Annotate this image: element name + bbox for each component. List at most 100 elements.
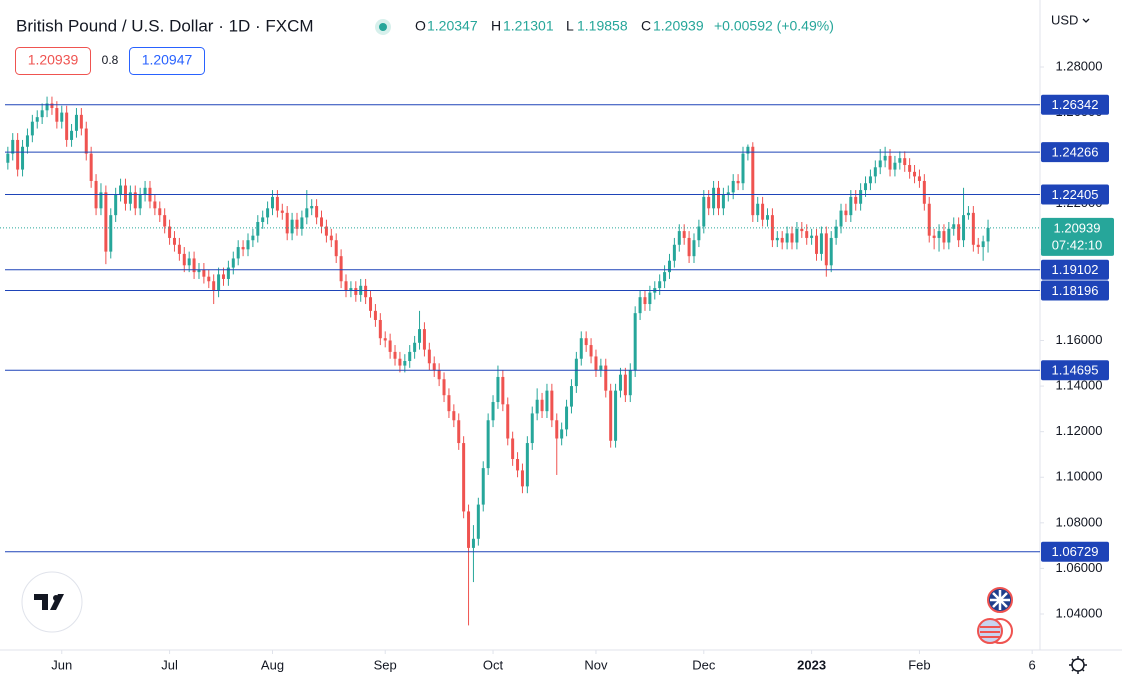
candle-body <box>192 258 196 273</box>
candle-body <box>761 203 765 220</box>
last-price-label: 1.20939 <box>1054 220 1101 235</box>
candle-body <box>888 155 892 170</box>
x-tick-label: Oct <box>483 657 504 672</box>
level-label-box <box>1041 259 1109 280</box>
x-tick-label: 2023 <box>797 657 826 672</box>
candle-body <box>633 313 637 371</box>
candle-body <box>682 231 686 238</box>
candle-body <box>756 203 760 216</box>
candle-body <box>393 351 397 359</box>
candle-body <box>177 244 181 254</box>
candle-body <box>55 108 59 122</box>
candle-body <box>599 365 603 371</box>
y-tick-label: 1.04000 <box>1056 605 1103 620</box>
candle-body <box>275 196 279 211</box>
y-tick-label: 1.28000 <box>1056 58 1103 73</box>
candle-body <box>971 212 975 245</box>
candle-body <box>545 390 549 412</box>
candle-body <box>746 146 750 154</box>
plot: 1.280001.260001.240001.220001.200001.180… <box>0 58 1103 672</box>
candle-body <box>207 276 211 282</box>
candle-body <box>50 103 54 109</box>
last-price-box <box>1041 217 1114 256</box>
level-label: 1.26342 <box>1052 97 1099 112</box>
candle-body <box>957 224 961 241</box>
currency[interactable]: USD <box>1051 12 1078 27</box>
candle-body <box>893 162 897 170</box>
candle-body <box>672 244 676 261</box>
candle-body <box>432 363 436 371</box>
candle-body <box>221 274 225 279</box>
chart-title: British Pound / U.S. Dollar · 1D · FXCM <box>16 16 314 35</box>
candle-body <box>246 240 250 250</box>
countdown: 07:42:10 <box>1052 237 1103 252</box>
level-label: 1.19102 <box>1052 262 1099 277</box>
candle-body <box>780 237 784 243</box>
candle-body <box>373 310 377 320</box>
candle-body <box>442 379 446 396</box>
buy-button[interactable] <box>129 47 205 75</box>
candle-body <box>927 203 931 236</box>
candle-body <box>383 338 387 341</box>
candle-body <box>751 146 755 216</box>
candle-body <box>168 226 172 238</box>
candle-body <box>922 180 926 204</box>
candle-body <box>667 260 671 273</box>
sell-button[interactable] <box>15 47 91 75</box>
candle-body <box>11 139 15 154</box>
candle-body <box>569 386 573 407</box>
candle-body <box>212 281 216 291</box>
candle-body <box>721 194 725 209</box>
candle-body <box>25 135 29 147</box>
candle-body <box>305 208 309 218</box>
candle-body <box>378 319 382 339</box>
candle-body <box>300 217 304 229</box>
candle-body <box>45 103 49 111</box>
sell-price[interactable]: 1.20939 <box>28 52 79 68</box>
candle-body <box>99 192 103 209</box>
candle-body <box>913 171 917 177</box>
level-label: 1.06729 <box>1052 544 1099 559</box>
candle-body <box>550 390 554 421</box>
candle-body <box>476 504 480 539</box>
candle-body <box>128 192 132 204</box>
level-label-box <box>1041 142 1109 163</box>
candle-body <box>329 235 333 241</box>
candle-body <box>226 267 230 279</box>
candle-body <box>917 176 921 181</box>
level-label-box <box>1041 184 1109 205</box>
candle-body <box>903 158 907 166</box>
candle-body <box>182 253 186 266</box>
candle-body <box>976 244 980 248</box>
x-tick-label: Feb <box>908 657 930 672</box>
candle-body <box>790 233 794 243</box>
currency-caret[interactable] <box>1082 18 1090 23</box>
flag-gbp-cross <box>990 590 1010 610</box>
logo-badge[interactable] <box>21 571 83 633</box>
candle-body <box>947 228 951 243</box>
candle-body <box>496 376 500 403</box>
candle-body <box>89 153 93 181</box>
candle-body <box>687 237 691 257</box>
candle-body <box>819 233 823 254</box>
candle-body <box>702 196 706 227</box>
candle-body <box>775 237 779 241</box>
candle-body <box>65 112 69 140</box>
candle-body <box>952 224 956 229</box>
candle-body <box>785 233 789 243</box>
candle-body <box>481 468 485 505</box>
candle-body <box>829 237 833 266</box>
candle-body <box>403 361 407 366</box>
candle-body <box>506 404 510 439</box>
candle-body <box>604 365 608 391</box>
candle-body <box>800 228 804 232</box>
candle-body <box>540 399 544 412</box>
y-tick-label: 1.12000 <box>1056 423 1103 438</box>
candle-body <box>579 338 583 359</box>
buy-price[interactable]: 1.20947 <box>142 52 193 68</box>
change: +0.00592 (+0.49%) <box>714 18 834 34</box>
candle-body <box>270 196 274 209</box>
candle-body <box>511 438 515 460</box>
